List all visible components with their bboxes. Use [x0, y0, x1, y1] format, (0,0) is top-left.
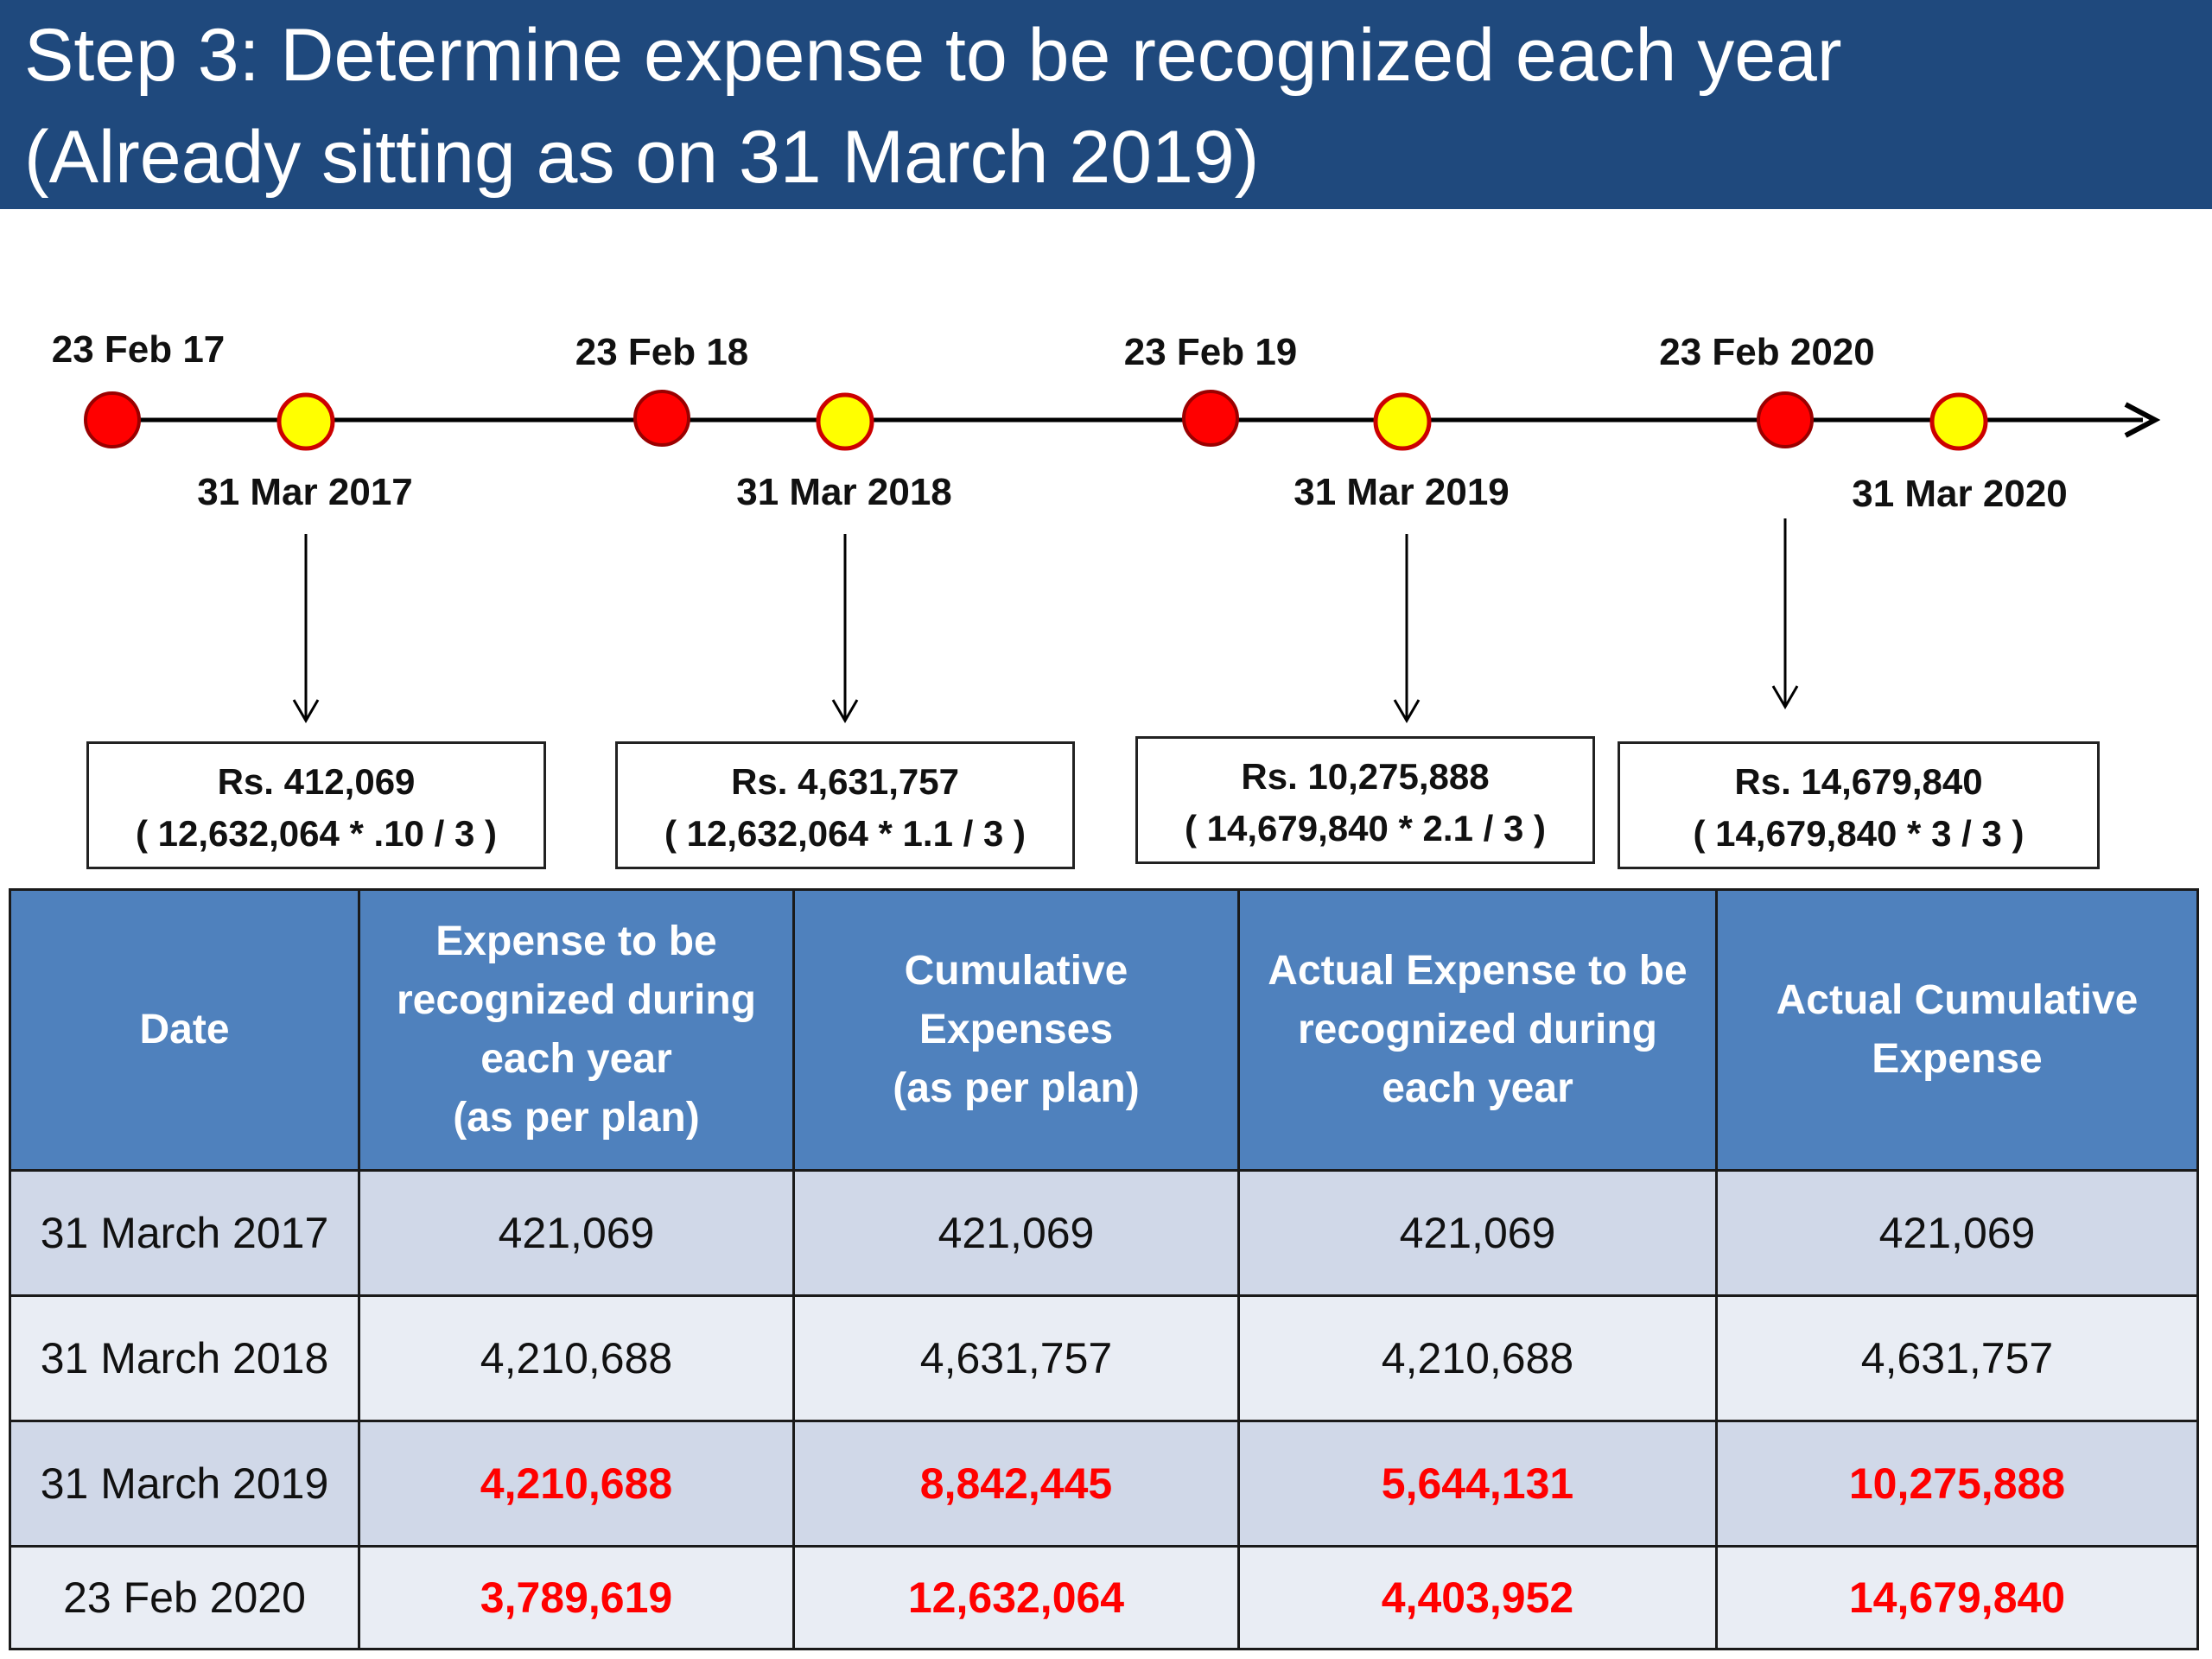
grant-dot-3 [1182, 390, 1239, 447]
cell-cumulative-plan: 8,842,445 [792, 1420, 1240, 1548]
calc-amount: Rs. 412,069 [217, 761, 416, 802]
year-end-label-3: 31 Mar 2019 [1294, 471, 1510, 513]
year-end-dot-3 [1373, 392, 1432, 451]
cell-actual-expense: 5,644,131 [1237, 1420, 1718, 1548]
title-line-1: Step 3: Determine expense to be recogniz… [24, 14, 1842, 97]
cell-date: 31 March 2017 [9, 1169, 360, 1297]
cell-expense-plan: 4,210,688 [358, 1294, 795, 1422]
year-end-label-1: 31 Mar 2017 [197, 471, 413, 513]
calc-box-1: Rs. 412,069 ( 12,632,064 * .10 / 3 ) [86, 741, 546, 869]
down-arrow-icon-3 [1393, 699, 1421, 723]
grant-date-label-3: 23 Feb 19 [1123, 331, 1298, 373]
cell-date: 31 March 2019 [9, 1420, 360, 1548]
year-end-dot-2 [816, 392, 874, 451]
cell-cumulative-plan: 421,069 [792, 1169, 1240, 1297]
year-end-dot-1 [276, 392, 335, 451]
grant-dot-4 [1757, 391, 1814, 448]
down-arrow-icon-2 [831, 699, 859, 723]
cell-expense-plan: 4,210,688 [358, 1420, 795, 1548]
year-end-dot-4 [1929, 392, 1988, 451]
grant-date-label-1: 23 Feb 17 [51, 328, 226, 371]
down-arrow-icon-4 [1771, 685, 1799, 709]
cell-cumulative-plan: 4,631,757 [792, 1294, 1240, 1422]
header-cumulative-plan: Cumulative Expenses (as per plan) [792, 888, 1240, 1172]
cell-actual-expense: 4,403,952 [1237, 1545, 1718, 1650]
calc-amount: Rs. 14,679,840 [1734, 761, 1983, 802]
header-date: Date [9, 888, 360, 1172]
calc-amount: Rs. 10,275,888 [1241, 756, 1490, 797]
header-actual-cumulative: Actual Cumulative Expense [1715, 888, 2199, 1172]
calc-formula: ( 12,632,064 * 1.1 / 3 ) [664, 813, 1026, 854]
table-header-row: Date Expense to be recognized during eac… [9, 888, 2199, 1172]
table-row: 23 Feb 2020 3,789,619 12,632,064 4,403,9… [9, 1545, 2199, 1650]
timeline [84, 390, 2161, 723]
cell-date: 31 March 2018 [9, 1294, 360, 1422]
cell-date: 23 Feb 2020 [9, 1545, 360, 1650]
year-end-label-2: 31 Mar 2018 [736, 471, 952, 513]
title-line-2: (Already sitting as on 31 March 2019) [24, 116, 1260, 199]
cell-actual-cumulative: 421,069 [1715, 1169, 2199, 1297]
calc-box-4: Rs. 14,679,840 ( 14,679,840 * 3 / 3 ) [1618, 741, 2100, 869]
calc-formula: ( 12,632,064 * .10 / 3 ) [136, 813, 497, 854]
cell-actual-expense: 421,069 [1237, 1169, 1718, 1297]
down-arrow-icon-1 [292, 699, 320, 723]
calc-box-3: Rs. 10,275,888 ( 14,679,840 * 2.1 / 3 ) [1135, 736, 1595, 864]
cell-actual-cumulative: 14,679,840 [1715, 1545, 2199, 1650]
cell-actual-cumulative: 4,631,757 [1715, 1294, 2199, 1422]
calc-box-2: Rs. 4,631,757 ( 12,632,064 * 1.1 / 3 ) [615, 741, 1075, 869]
cell-cumulative-plan: 12,632,064 [792, 1545, 1240, 1650]
expense-table: Date Expense to be recognized during eac… [9, 888, 2199, 1650]
calc-amount: Rs. 4,631,757 [731, 761, 959, 802]
timeline-arrowhead-icon [2124, 402, 2161, 438]
grant-date-label-4: 23 Feb 2020 [1659, 331, 1875, 373]
table-row: 31 March 2018 4,210,688 4,631,757 4,210,… [9, 1294, 2199, 1422]
cell-expense-plan: 3,789,619 [358, 1545, 795, 1650]
grant-dot-1 [84, 391, 141, 448]
title-bar: Step 3: Determine expense to be recogniz… [0, 0, 2212, 209]
year-end-label-4: 31 Mar 2020 [1852, 473, 2068, 515]
cell-actual-cumulative: 10,275,888 [1715, 1420, 2199, 1548]
cell-actual-expense: 4,210,688 [1237, 1294, 1718, 1422]
grant-date-label-2: 23 Feb 18 [575, 331, 749, 373]
header-actual-expense: Actual Expense to be recognized during e… [1237, 888, 1718, 1172]
calc-formula: ( 14,679,840 * 3 / 3 ) [1693, 813, 2024, 854]
grant-dot-2 [633, 390, 690, 447]
calc-formula: ( 14,679,840 * 2.1 / 3 ) [1185, 808, 1546, 849]
cell-expense-plan: 421,069 [358, 1169, 795, 1297]
header-expense-plan: Expense to be recognized during each yea… [358, 888, 795, 1172]
table-row: 31 March 2019 4,210,688 8,842,445 5,644,… [9, 1420, 2199, 1548]
table-row: 31 March 2017 421,069 421,069 421,069 42… [9, 1169, 2199, 1297]
